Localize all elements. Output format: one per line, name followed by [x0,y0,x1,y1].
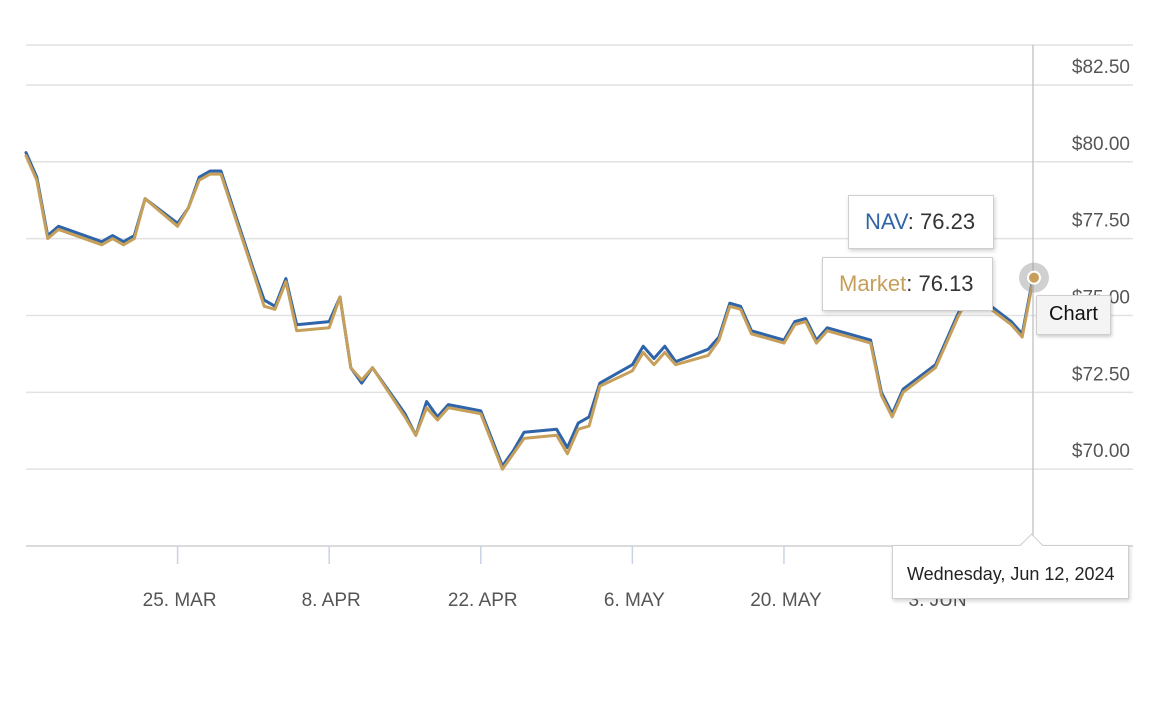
gridlines [26,44,1133,470]
x-tick-label: 20. MAY [750,590,822,611]
chart-button[interactable]: Chart [1036,295,1111,335]
market-tooltip: Market: 76.13 [822,257,993,311]
x-tick-label: 25. MAR [143,590,217,611]
y-axis-tick-labels: $82.50$80.00$77.50$75.00$72.50$70.00 [1072,57,1130,462]
y-tick-label: $77.50 [1072,211,1130,232]
y-tick-label: $70.00 [1072,441,1130,462]
x-tick-label: 22. APR [448,590,518,611]
series-line-market [24,154,1035,471]
y-tick-label: $80.00 [1072,134,1130,155]
y-tick-label: $82.50 [1072,57,1130,78]
x-tick-label: 8. APR [302,590,361,611]
nav-value: 76.23 [920,209,976,234]
x-axis: 25. MAR 8. APR 22. APR 6. MAY 20. MAY 3. JUN [26,545,1133,611]
market-value: 76.13 [918,271,974,296]
market-label: Market [839,271,907,296]
date-tooltip: Wednesday, Jun 12, 2024 [892,545,1130,599]
x-tick-label: 6. MAY [604,590,665,611]
nav-tooltip: NAV: 76.23 [848,195,995,249]
date-label: Wednesday, Jun 12, 2024 [907,564,1115,584]
hover-crosshair [1019,45,1049,546]
hover-marker [1027,270,1041,285]
series-lines [24,151,1035,471]
nav-label: NAV [865,209,908,234]
y-tick-label: $72.50 [1072,364,1130,385]
